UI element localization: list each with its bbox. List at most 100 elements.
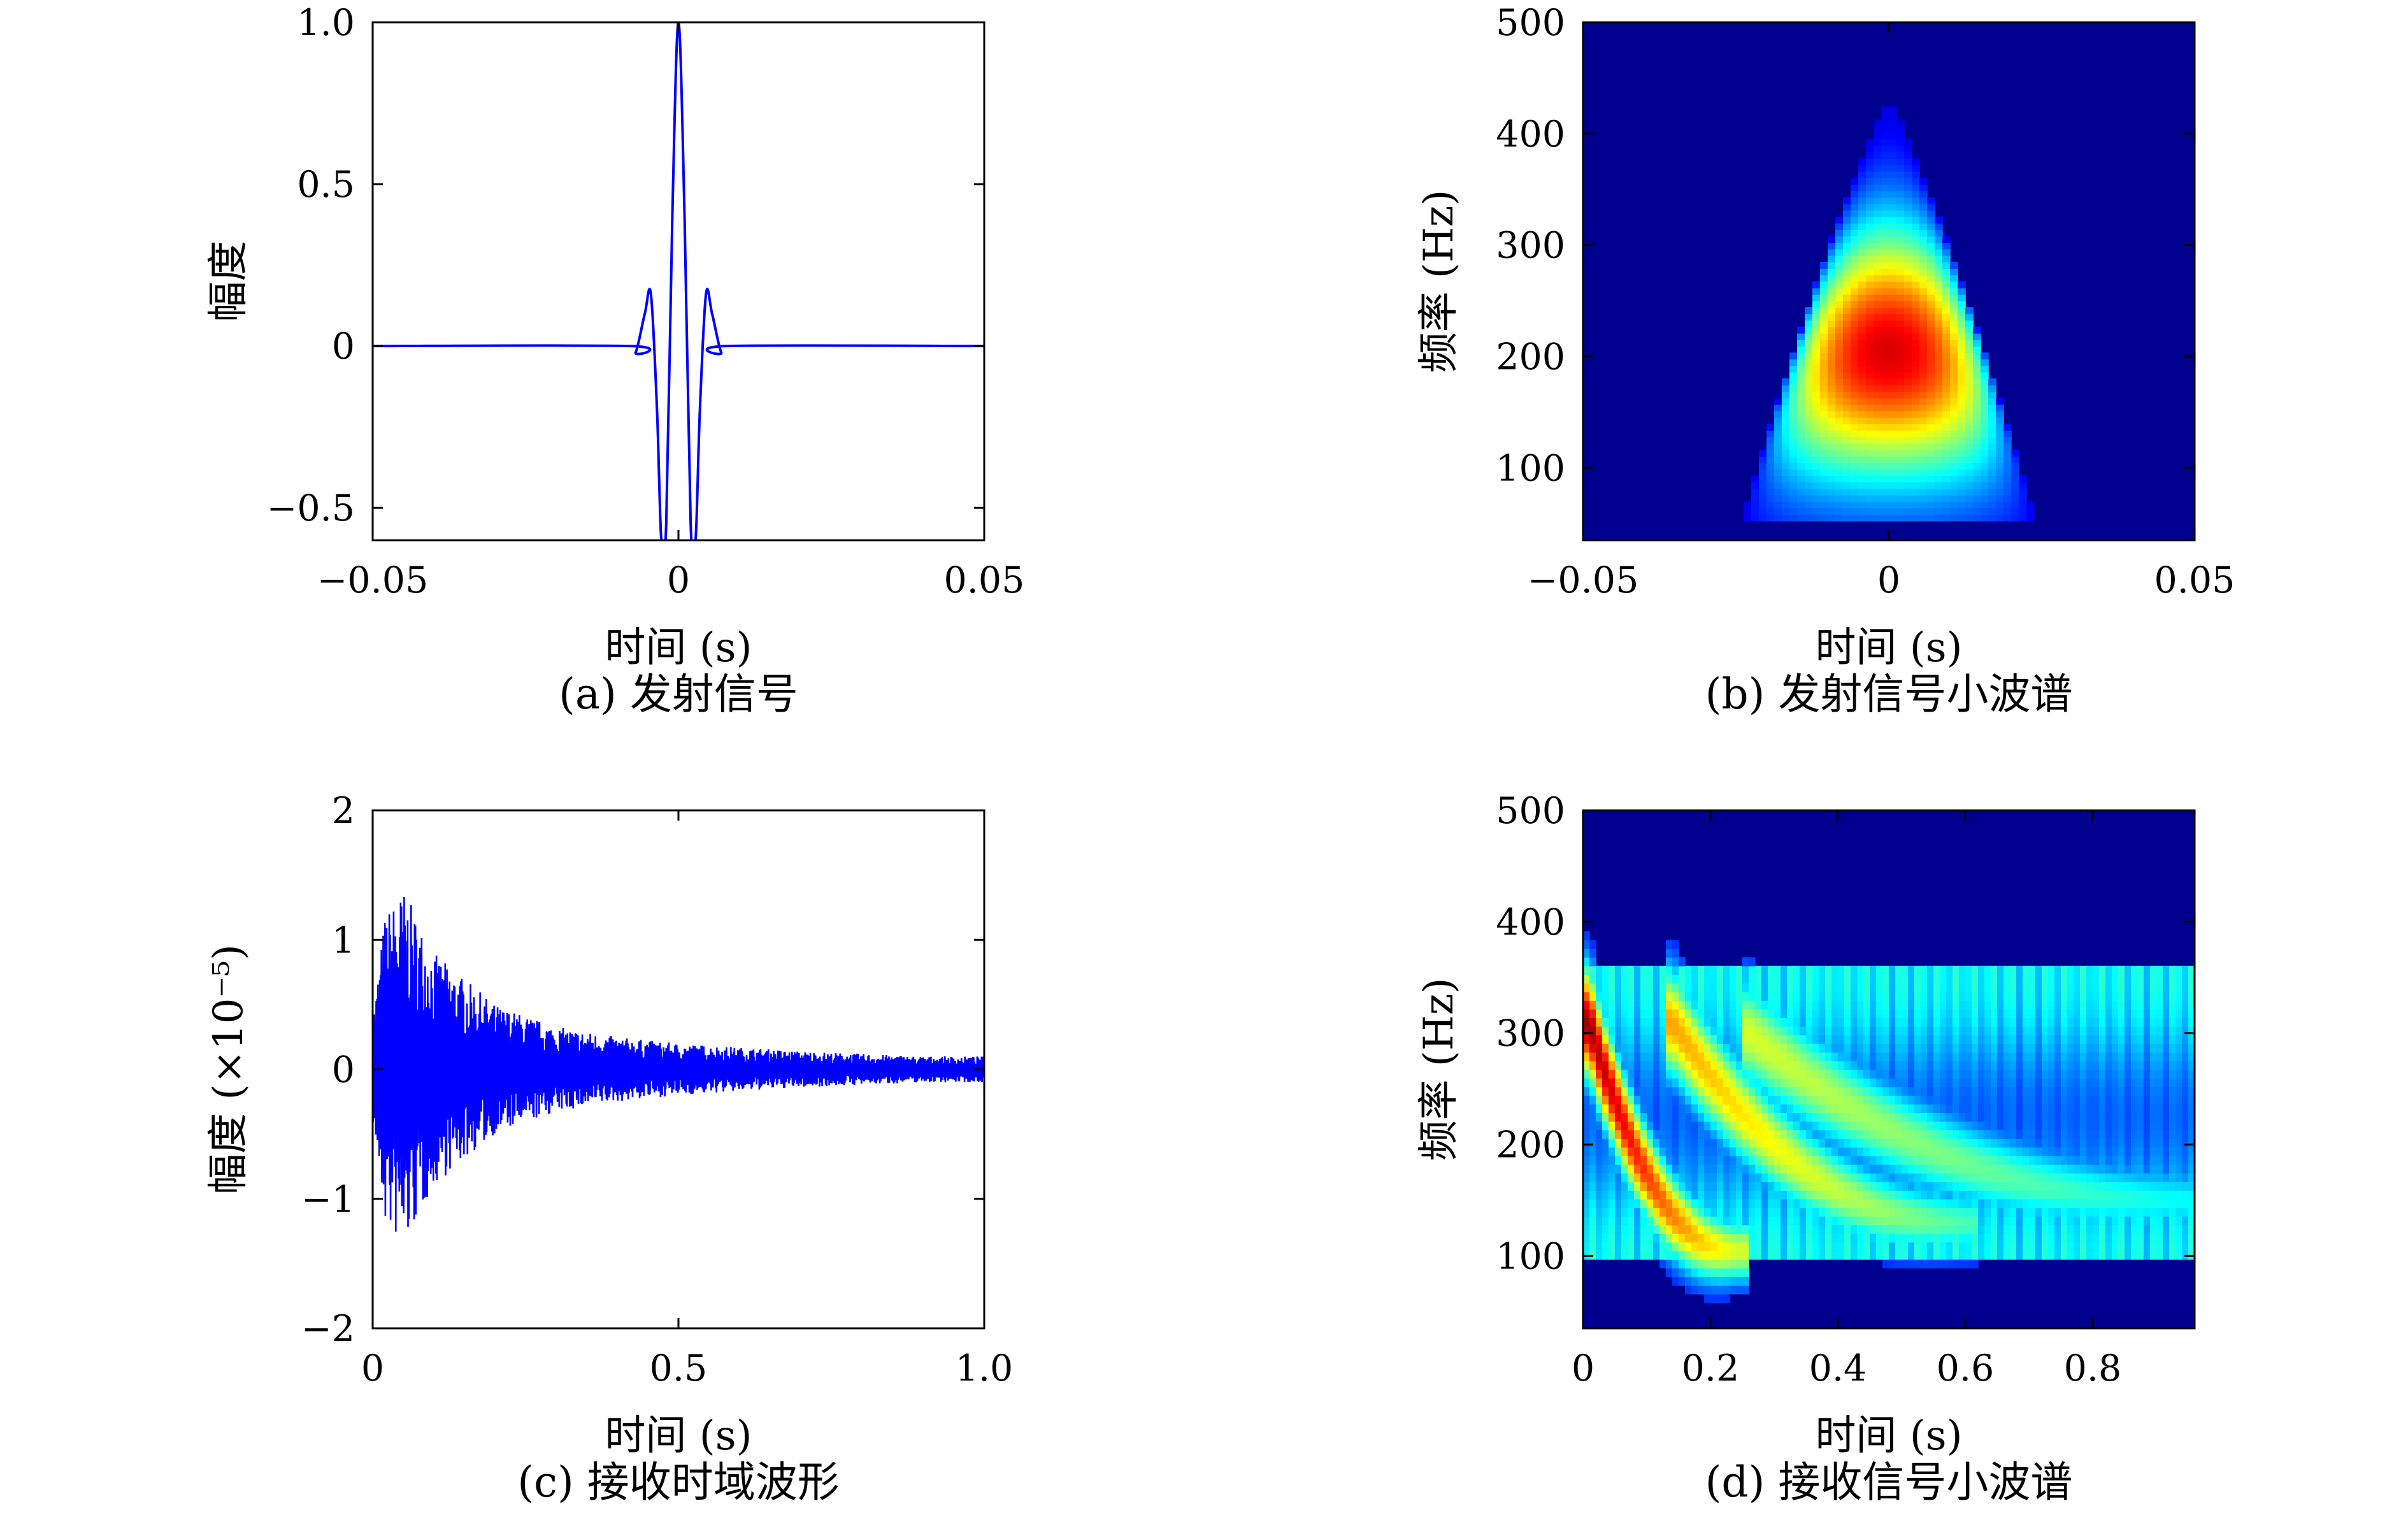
- heatmap-cell: [1981, 378, 1989, 385]
- heatmap-cell: [1704, 1138, 1711, 1148]
- heatmap-cell: [1882, 1069, 1889, 1079]
- heatmap-cell: [2042, 974, 2049, 984]
- heatmap-cell: [2019, 508, 2027, 515]
- heatmap-cell: [1895, 1130, 1902, 1139]
- heatmap-cell: [1596, 1017, 1603, 1027]
- heatmap-cell: [1965, 1095, 1972, 1105]
- heatmap-cell: [1978, 1121, 1985, 1131]
- heatmap-cell: [1730, 965, 1737, 975]
- heatmap-cell: [2023, 1112, 2030, 1122]
- heatmap-cell: [1881, 488, 1889, 496]
- heatmap-cell: [1933, 1086, 1940, 1096]
- heatmap-cell: [1812, 508, 1821, 515]
- heatmap-cell: [1876, 1103, 1883, 1114]
- heatmap-cell: [1704, 1190, 1711, 1200]
- heatmap-cell: [1666, 1198, 1673, 1209]
- heatmap-cell: [2188, 1173, 2195, 1182]
- heatmap-cell: [1950, 294, 1958, 301]
- heatmap-cell: [2061, 1043, 2068, 1053]
- heatmap-cell: [1965, 991, 1972, 1001]
- heatmap-cell: [1851, 294, 1859, 301]
- heatmap-cell: [2054, 1198, 2061, 1209]
- heatmap-cell: [1912, 449, 1920, 457]
- heatmap-cell: [1679, 1164, 1686, 1174]
- heatmap-cell: [1789, 417, 1798, 424]
- heatmap-cell: [1602, 1130, 1609, 1139]
- heatmap-cell: [2054, 1147, 2061, 1156]
- heatmap-cell: [1895, 1251, 1902, 1260]
- heatmap-cell: [1659, 1224, 1666, 1234]
- heatmap-cell: [1805, 371, 1813, 379]
- heatmap-cell: [2016, 1078, 2023, 1088]
- heatmap-cell: [1835, 410, 1844, 418]
- heatmap-cell: [1602, 1043, 1609, 1053]
- heatmap-cell: [1978, 1181, 1985, 1191]
- heatmap-cell: [1744, 501, 1752, 508]
- heatmap-cell: [1997, 1009, 2004, 1018]
- heatmap-cell: [1942, 417, 1951, 424]
- heatmap-cell: [2188, 1181, 2195, 1191]
- heatmap-cell: [1904, 294, 1912, 301]
- heatmap-cell: [1736, 1000, 1743, 1010]
- heatmap-cell: [1858, 475, 1867, 483]
- heatmap-cell: [1844, 1207, 1851, 1217]
- heatmap-cell: [1889, 229, 1897, 237]
- heatmap-cell: [1912, 300, 1920, 308]
- heatmap-cell: [1781, 1181, 1788, 1191]
- heatmap-cell: [1717, 1086, 1724, 1096]
- heatmap-cell: [1912, 430, 1920, 438]
- heatmap-cell: [1596, 1242, 1603, 1251]
- heatmap-cell: [1896, 203, 1905, 211]
- heatmap-cell: [2144, 965, 2151, 975]
- heatmap-cell: [1870, 1190, 1877, 1200]
- heatmap-cell: [1919, 365, 1928, 373]
- heatmap-cell: [1812, 398, 1821, 405]
- heatmap-cell: [1793, 1164, 1800, 1174]
- heatmap-cell: [1965, 1130, 1972, 1139]
- heatmap-cell: [2010, 1173, 2017, 1182]
- heatmap-cell: [1866, 456, 1874, 463]
- heatmap-cell: [1996, 443, 2004, 450]
- heatmap-cell: [1889, 320, 1897, 327]
- heatmap-cell: [1602, 1078, 1609, 1088]
- heatmap-cell: [1835, 424, 1844, 431]
- heatmap-cell: [1755, 965, 1762, 975]
- heatmap-cell: [1717, 1173, 1724, 1182]
- heatmap-cell: [2029, 991, 2036, 1001]
- heatmap-cell: [1973, 494, 1981, 502]
- heatmap-cell: [1819, 1026, 1826, 1036]
- heatmap-cell: [1672, 1251, 1679, 1260]
- heatmap-cell: [2144, 1009, 2151, 1018]
- heatmap-cell: [1634, 1233, 1641, 1243]
- heatmap-cell: [1919, 248, 1928, 256]
- heatmap-cell: [1851, 1173, 1858, 1182]
- heatmap-cell: [1927, 501, 1935, 508]
- heatmap-cell: [1704, 1173, 1711, 1182]
- heatmap-cell: [1685, 1276, 1692, 1286]
- heatmap-cell: [1774, 514, 1782, 522]
- heatmap-cell: [1978, 1156, 1985, 1165]
- heatmap-cell: [1953, 1164, 1960, 1174]
- heatmap-cell: [2163, 1147, 2170, 1156]
- heatmap-cell: [1953, 1078, 1960, 1088]
- heatmap-cell: [1896, 514, 1905, 522]
- heatmap-cell: [2074, 991, 2081, 1001]
- heatmap-cell: [1806, 1130, 1813, 1139]
- heatmap-cell: [1940, 1052, 1947, 1061]
- heatmap-cell: [1919, 236, 1928, 243]
- heatmap-cell: [2010, 1181, 2017, 1191]
- heatmap-cell: [1958, 313, 1966, 321]
- heatmap-cell: [1927, 1156, 1934, 1165]
- heatmap-cell: [1927, 494, 1935, 502]
- heatmap-cell: [1761, 1242, 1768, 1251]
- heatmap-cell: [1895, 1009, 1902, 1018]
- heatmap-cell: [1958, 300, 1966, 308]
- heatmap-cell: [1679, 1251, 1686, 1260]
- heatmap-cell: [1927, 410, 1935, 418]
- heatmap-cell: [1965, 482, 1974, 489]
- heatmap-cell: [1583, 1060, 1590, 1070]
- heatmap-cell: [2144, 1052, 2151, 1061]
- heatmap-cell: [1881, 287, 1889, 295]
- heatmap-cell: [1935, 294, 1943, 301]
- heatmap-cell: [1904, 197, 1912, 205]
